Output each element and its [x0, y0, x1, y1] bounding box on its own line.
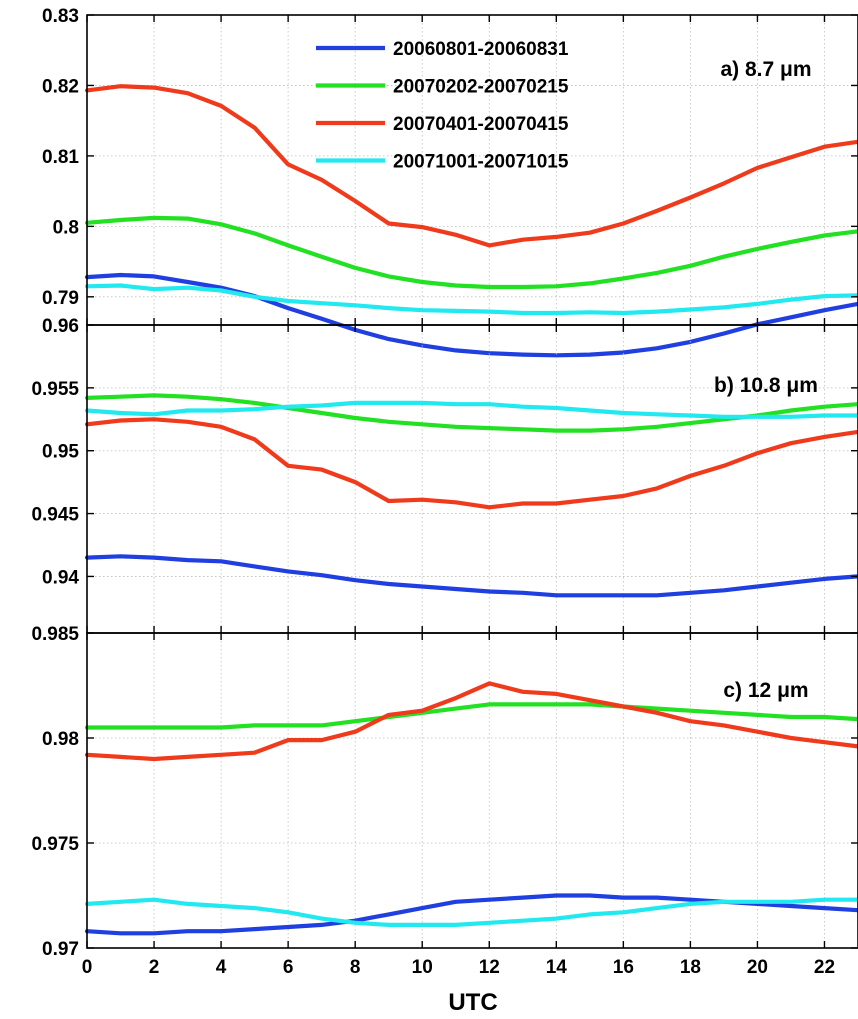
series-line-20070202-20070215: [84, 702, 858, 730]
legend-label: 20071001-20071015: [393, 152, 569, 173]
y-tick-label: 0.98: [42, 729, 79, 750]
panel-3-frame: [86, 632, 858, 949]
y-tick-label: 0.94: [42, 567, 79, 588]
series-line-20070401-20070415: [84, 417, 858, 510]
y-tick-label: 0.95: [42, 442, 79, 463]
x-tick-label: 20: [747, 957, 768, 978]
x-axis-label: UTC: [448, 989, 497, 1016]
panel-1-grid: [86, 15, 858, 325]
y-tick-label: 0.82: [42, 76, 79, 97]
x-tick-label: 10: [412, 957, 433, 978]
legend-label: 20060801-20060831: [393, 39, 569, 60]
y-tick-label: 0.975: [31, 834, 79, 855]
y-tick-label: 0.81: [42, 147, 79, 168]
y-tick-label: 0.985: [31, 624, 79, 645]
series-line-20070202-20070215: [84, 215, 858, 290]
x-tick-label: 22: [814, 957, 835, 978]
y-tick-label: 0.79: [42, 288, 79, 309]
panel-2: 0.94 0.945 0.95 0.955 0.96 b) 10.8 μm: [31, 316, 858, 634]
x-tick-label: 4: [216, 957, 227, 978]
y-tick-label: 0.945: [31, 505, 79, 526]
series-line-20070401-20070415: [84, 84, 858, 248]
x-tick-label: 16: [613, 957, 634, 978]
panel-2-label: b) 10.8 μm: [714, 374, 818, 397]
chart-panels: 0.790.80.810.820.83a) 8.7 μm0.940.9450.9…: [31, 6, 858, 960]
y-tick-label: 0.8: [53, 217, 79, 238]
legend: 20060801-20060831 20070202-20070215 200704…: [316, 39, 569, 173]
legend-label: 20070401-20070415: [393, 114, 569, 135]
x-tick-label: 18: [680, 957, 701, 978]
panel-1-label: a) 8.7 μm: [720, 58, 811, 81]
panel-3: 0.97 0.975 0.98 0.985 c) 12 μm: [31, 624, 858, 960]
panel-1: 0.79 0.8 0.81 0.82 0.83 a) 8.7 μm: [42, 6, 858, 358]
y-tick-label: 0.955: [31, 379, 79, 400]
series-line-20060801-20060831: [84, 554, 858, 598]
series-line-20070401-20070415: [84, 681, 858, 762]
x-tick-label: 12: [479, 957, 500, 978]
series-line-20071001-20071015: [84, 400, 858, 419]
y-tick-label: 0.83: [42, 6, 79, 27]
legend-label: 20070202-20070215: [393, 77, 569, 98]
x-tick-label: 6: [283, 957, 294, 978]
series-line-20071001-20071015: [84, 283, 858, 316]
series-line-20060801-20060831: [84, 272, 858, 358]
panel-3-label: c) 12 μm: [723, 679, 808, 702]
y-tick-label: 0.96: [42, 316, 79, 337]
y-tick-label: 0.97: [42, 939, 79, 960]
series-line-20071001-20071015: [84, 897, 858, 928]
x-axis: 0 2 4 6 8 10 12 14 16 18 20 22: [82, 957, 835, 978]
x-tick-label: 2: [149, 957, 160, 978]
x-tick-label: 0: [82, 957, 93, 978]
x-tick-label: 14: [546, 957, 568, 978]
x-tick-label: 8: [350, 957, 361, 978]
